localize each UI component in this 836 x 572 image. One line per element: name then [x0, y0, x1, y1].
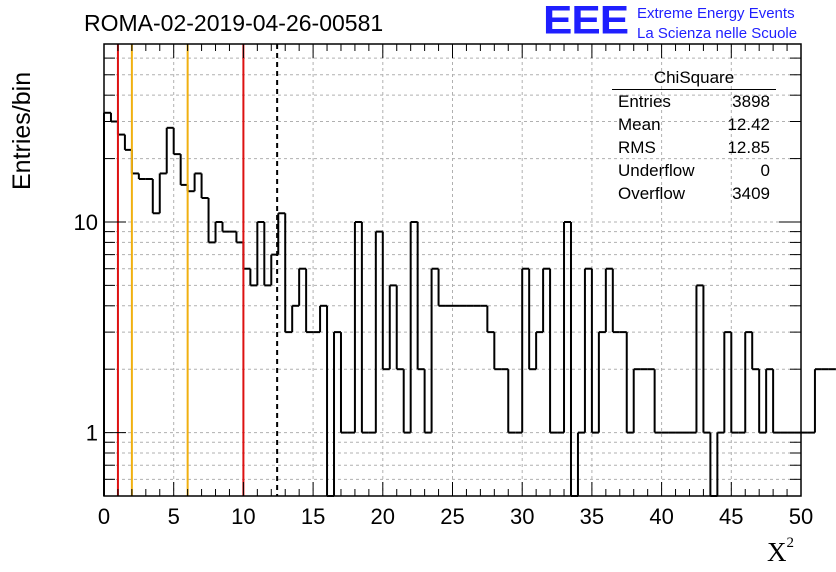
y-axis-label: Entries/bin	[8, 71, 36, 190]
x-tick-label: 20	[371, 504, 395, 529]
x-tick-label: 50	[789, 504, 813, 529]
x-tick-label: 15	[301, 504, 325, 529]
axis-tick-labels: 0 5 10 15 20 25 30 35 40 45 50 1 10	[74, 210, 814, 529]
eee-logo: EEE	[543, 0, 629, 43]
y-tick-label: 10	[74, 210, 98, 235]
stats-row-underflow: Underflow 0	[612, 159, 776, 182]
stats-row-overflow: Overflow 3409	[612, 182, 776, 205]
stats-label: Entries	[618, 92, 671, 111]
stats-row-entries: Entries 3898	[612, 90, 776, 113]
x-tick-label: 10	[231, 504, 255, 529]
y-tick-label: 1	[86, 421, 98, 446]
stats-value: 3409	[732, 184, 770, 203]
x-tick-label: 0	[98, 504, 110, 529]
stats-box: ChiSquare Entries 3898 Mean 12.42 RMS 12…	[612, 68, 776, 205]
stats-label: Underflow	[618, 161, 695, 180]
stats-label: RMS	[618, 138, 656, 157]
stats-value: 0	[760, 161, 770, 180]
x-axis-label: X2	[767, 535, 794, 567]
stats-label: Overflow	[618, 184, 686, 203]
stats-value: 3898	[732, 92, 770, 111]
logo-subtitle-line2: La Scienza nelle Scuole	[637, 25, 798, 42]
stats-title: ChiSquare	[612, 68, 776, 90]
x-tick-label: 25	[440, 504, 464, 529]
stats-value: 12.42	[727, 115, 770, 134]
stats-row-rms: RMS 12.85	[612, 136, 776, 159]
x-tick-label: 30	[510, 504, 534, 529]
x-tick-label: 35	[580, 504, 604, 529]
logo-subtitle-line1: Extreme Energy Events	[637, 5, 795, 22]
stats-label: Mean	[618, 115, 661, 134]
chart-title: ROMA-02-2019-04-26-00581	[84, 10, 384, 36]
stats-row-mean: Mean 12.42	[612, 113, 776, 136]
axis-ticks	[103, 44, 802, 496]
threshold-lines	[116, 44, 279, 496]
x-tick-label: 40	[649, 504, 673, 529]
stats-value: 12.85	[727, 138, 770, 157]
x-tick-label: 45	[719, 504, 743, 529]
x-tick-label: 5	[168, 504, 180, 529]
